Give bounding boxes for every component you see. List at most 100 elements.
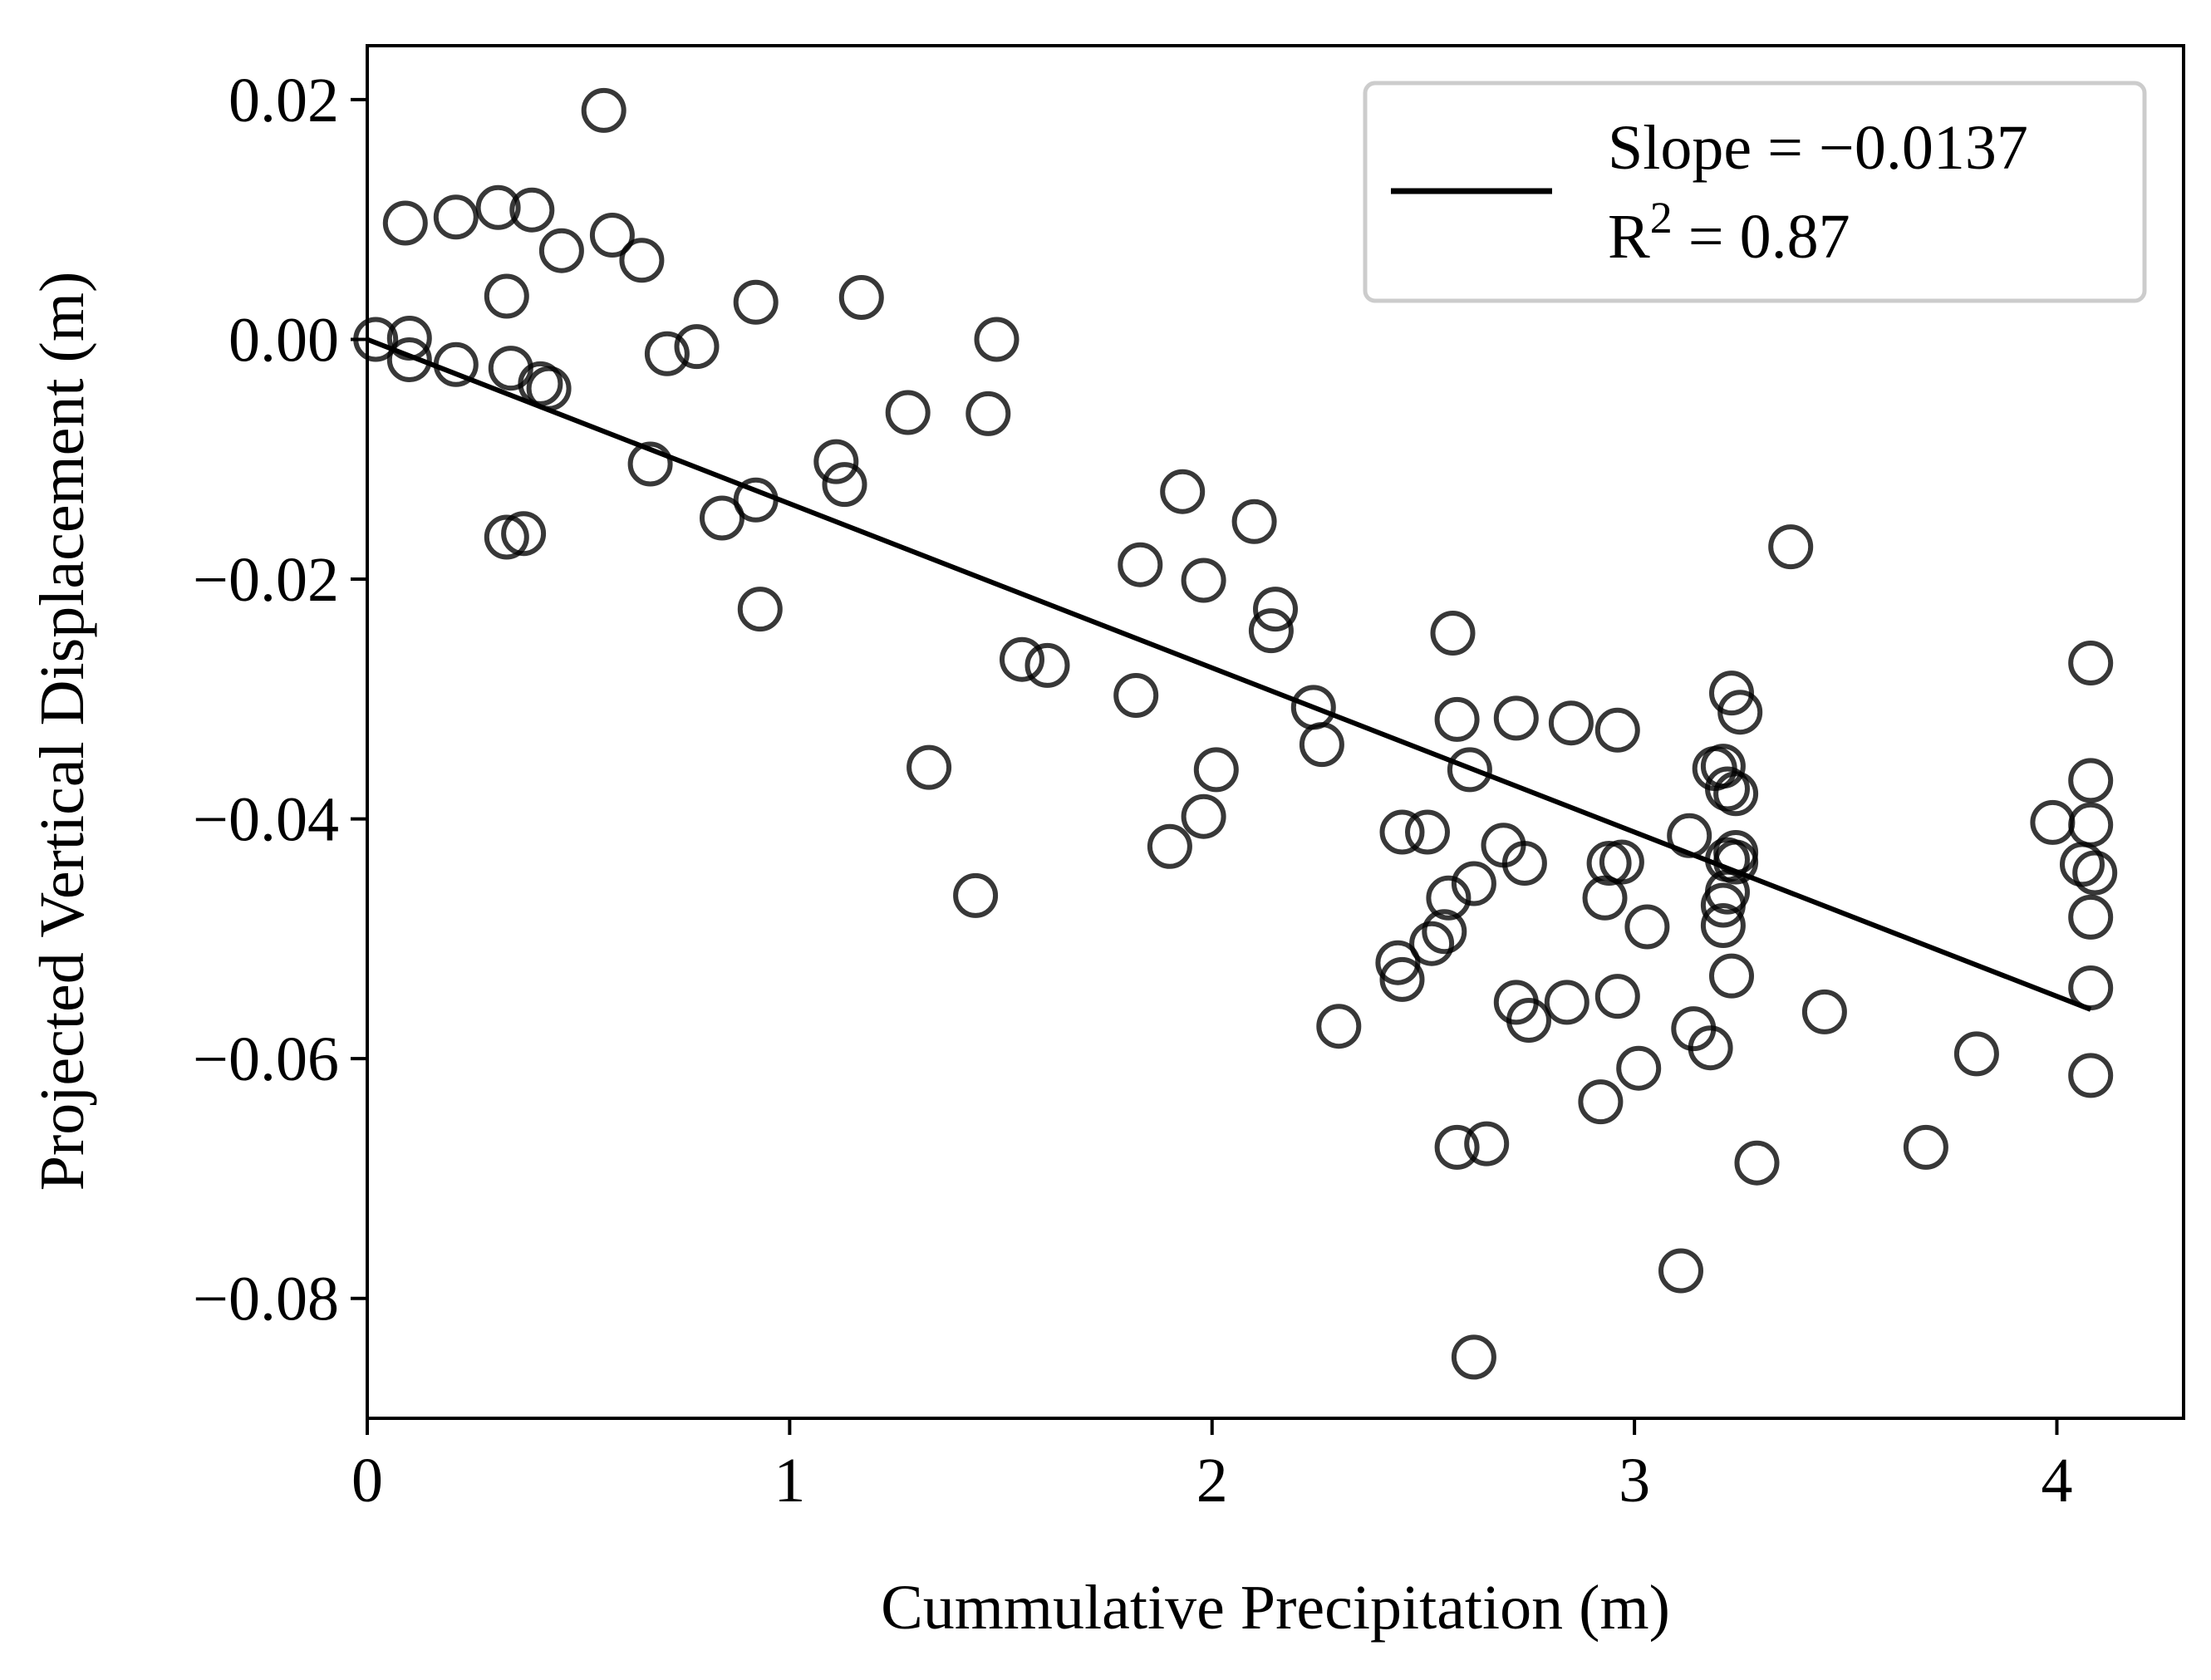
- data-point: [484, 514, 529, 560]
- data-point: [1118, 542, 1163, 587]
- data-point: [2068, 1053, 2114, 1098]
- data-point: [813, 439, 859, 484]
- y-tick-label: 0.02: [228, 66, 339, 135]
- data-point: [1426, 875, 1472, 921]
- data-point: [484, 273, 529, 319]
- y-axis-label: Projected Vertical Displacement (m): [27, 272, 97, 1191]
- data-point: [433, 194, 479, 240]
- data-point: [1953, 1031, 1999, 1077]
- data-point: [1801, 989, 1847, 1034]
- data-point: [1717, 690, 1763, 735]
- data-point: [1379, 809, 1425, 855]
- data-point: [1316, 1004, 1362, 1049]
- data-point: [1405, 809, 1450, 855]
- legend-r2-superscript: 2: [1650, 193, 1673, 243]
- data-point: [953, 872, 999, 918]
- data-point: [907, 744, 952, 790]
- y-tick-label: 0.00: [228, 305, 339, 375]
- data-point: [627, 441, 673, 487]
- data-point: [1709, 953, 1754, 999]
- data-point: [619, 238, 665, 283]
- data-point: [1430, 611, 1476, 656]
- data-points: [353, 87, 2118, 1380]
- data-point: [1434, 696, 1480, 742]
- data-point: [1586, 841, 1632, 886]
- data-point: [1379, 956, 1425, 1002]
- data-point: [501, 511, 547, 557]
- data-point: [1501, 841, 1547, 886]
- data-point: [386, 337, 432, 382]
- data-point: [581, 87, 626, 133]
- data-point: [1493, 695, 1539, 741]
- data-point: [1409, 921, 1455, 966]
- x-tick-label: 1: [774, 1446, 805, 1515]
- data-point: [1544, 980, 1589, 1025]
- data-point: [1700, 744, 1746, 789]
- data-point: [1193, 747, 1239, 793]
- legend: Slope = −0.0137 R2 = 0.87: [1363, 81, 2147, 303]
- legend-slope-label: Slope = −0.0137: [1608, 113, 2028, 183]
- data-point: [1705, 766, 1750, 812]
- data-point: [1506, 998, 1551, 1043]
- data-point: [382, 200, 428, 246]
- data-point: [1147, 823, 1192, 869]
- data-point: [1024, 642, 1070, 688]
- data-point: [1253, 587, 1298, 632]
- data-point: [1594, 707, 1640, 753]
- data-point: [1594, 974, 1640, 1019]
- data-point: [838, 275, 884, 320]
- plot-frame: [366, 44, 2185, 1420]
- data-point: [965, 391, 1011, 436]
- y-axis: 0.02 0.00 −0.02 −0.04 −0.06 −0.08: [193, 66, 367, 1334]
- data-point: [1464, 1121, 1510, 1167]
- data-point: [674, 324, 720, 370]
- data-point: [1447, 747, 1492, 793]
- data-point: [1713, 771, 1759, 817]
- data-point: [822, 462, 867, 508]
- data-point: [1299, 722, 1344, 768]
- data-point: [2068, 641, 2114, 685]
- data-point: [2068, 894, 2114, 940]
- data-point: [1658, 1248, 1703, 1294]
- data-point: [518, 361, 563, 406]
- data-point: [1700, 903, 1746, 948]
- x-axis-label: Cummulative Precipitation (m): [881, 1573, 1670, 1643]
- data-point: [885, 390, 931, 435]
- data-point: [1160, 469, 1206, 514]
- data-point: [737, 587, 783, 632]
- data-point: [1113, 673, 1159, 718]
- legend-r2-value: = 0.87: [1673, 202, 1850, 272]
- data-point: [1548, 700, 1594, 746]
- x-axis: 0 1 2 3 4: [351, 1418, 2072, 1515]
- data-point: [1768, 524, 1814, 570]
- data-point: [1422, 909, 1467, 955]
- data-point: [1734, 1140, 1780, 1186]
- data-point: [2068, 758, 2114, 803]
- data-point: [475, 184, 521, 230]
- y-tick-label: −0.06: [193, 1024, 339, 1094]
- x-tick-label: 4: [2041, 1446, 2072, 1515]
- data-point: [2072, 850, 2118, 896]
- data-point: [1616, 1045, 1662, 1091]
- data-point: [974, 317, 1020, 362]
- legend-box: [1363, 81, 2147, 303]
- data-point: [1578, 1079, 1624, 1125]
- data-point: [589, 213, 635, 258]
- y-tick-label: −0.08: [193, 1265, 339, 1334]
- x-tick-label: 0: [351, 1446, 383, 1515]
- data-point: [1451, 1334, 1496, 1380]
- data-point: [1688, 1025, 1733, 1071]
- data-point: [538, 228, 584, 273]
- x-tick-label: 2: [1196, 1446, 1228, 1515]
- data-point: [1451, 861, 1496, 906]
- x-tick-label: 3: [1619, 1446, 1650, 1515]
- data-point: [1181, 558, 1226, 603]
- data-point: [1248, 608, 1294, 654]
- data-point: [700, 495, 744, 541]
- data-point: [1903, 1124, 1948, 1170]
- data-point: [644, 331, 690, 376]
- data-point: [2068, 802, 2114, 847]
- data-point: [1181, 793, 1226, 839]
- y-tick-label: −0.02: [193, 545, 339, 615]
